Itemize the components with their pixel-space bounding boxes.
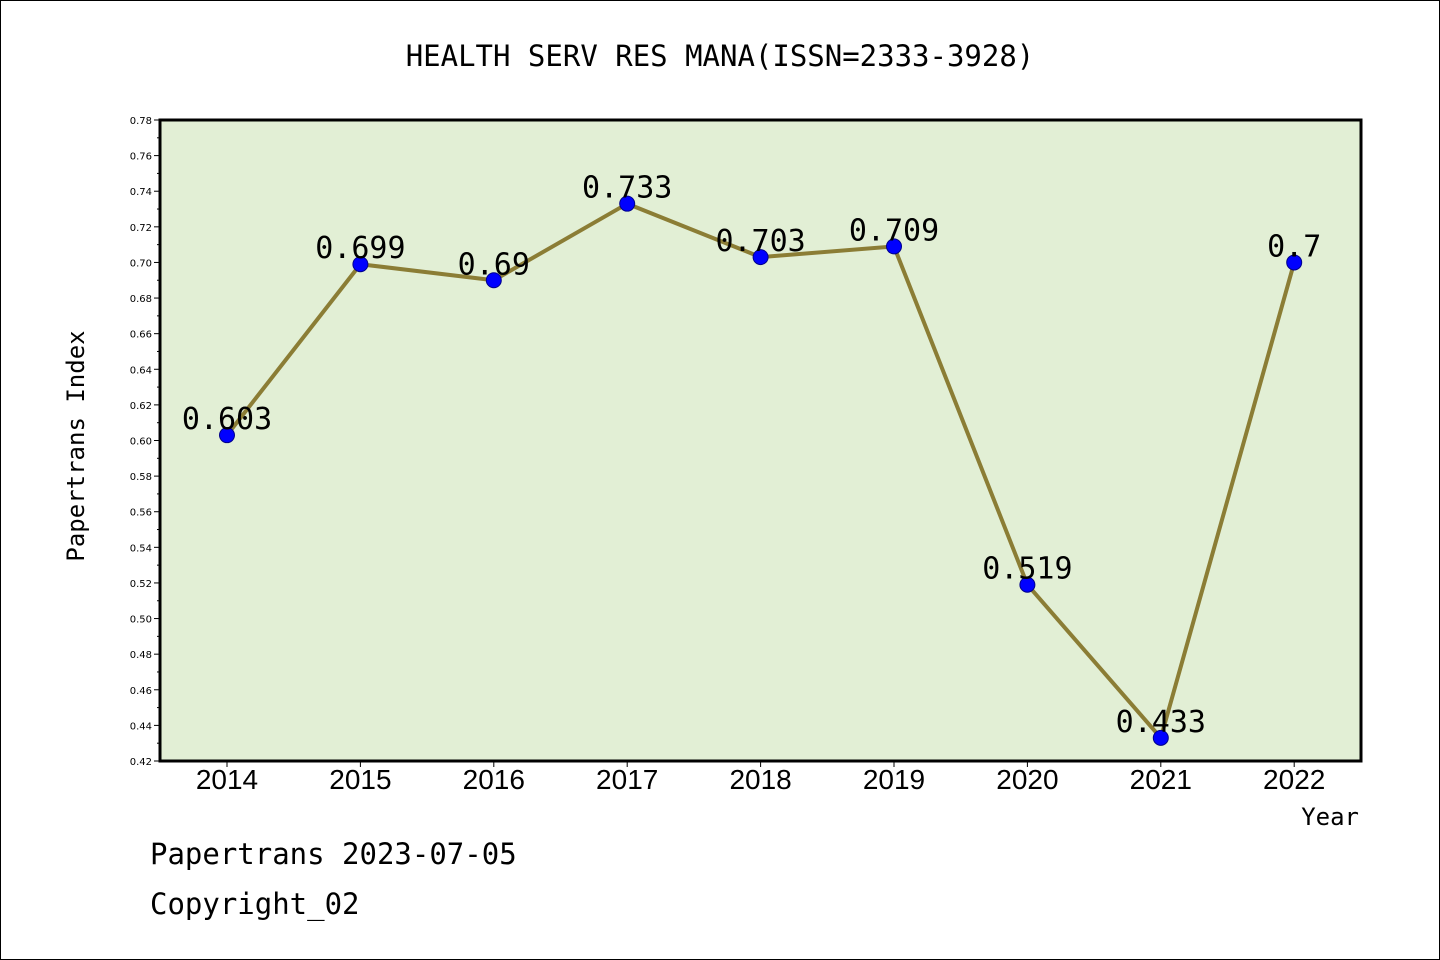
data-point <box>485 272 502 289</box>
data-label: 0.733 <box>582 171 672 206</box>
y-tick-label: 0.60 <box>130 437 152 448</box>
footer-date-line: Papertrans 2023-07-05 <box>150 837 517 871</box>
data-point <box>219 427 235 444</box>
y-axis-label: Papertrans Index <box>62 330 90 561</box>
x-tick-label: 2019 <box>863 764 925 795</box>
x-tick-label: 2021 <box>1130 764 1192 795</box>
data-point <box>886 238 902 255</box>
y-tick-label: 0.78 <box>130 116 152 127</box>
y-tick-label: 0.70 <box>130 258 152 269</box>
data-label: 0.7 <box>1267 229 1321 264</box>
y-tick-label: 0.66 <box>130 330 152 341</box>
y-tick-label: 0.54 <box>130 543 152 554</box>
y-tick-label: 0.64 <box>130 365 152 376</box>
chart-title: HEALTH SERV RES MANA(ISSN=2333-3928) <box>406 39 1035 73</box>
data-point <box>352 256 369 273</box>
x-axis-label: Year <box>1301 803 1359 831</box>
y-tick-label: 0.44 <box>130 721 152 732</box>
footer-copyright: Copyright_02 <box>150 887 360 922</box>
data-label: 0.433 <box>1116 705 1206 740</box>
y-tick-label: 0.46 <box>130 686 152 697</box>
y-axis: 0.42 0.44 0.46 0.48 0.50 0.52 0.54 0.56 0.58 0.60… <box>130 116 160 768</box>
data-point <box>619 195 636 212</box>
x-tick-label: 2018 <box>729 764 791 795</box>
x-tick-label: 2016 <box>463 764 525 795</box>
data-label: 0.69 <box>458 247 530 282</box>
y-tick-label: 0.52 <box>130 579 152 590</box>
y-tick-label: 0.68 <box>130 294 152 305</box>
y-tick-label: 0.76 <box>130 152 152 163</box>
x-axis: 2014 2015 2016 2017 2018 2019 2020 2021 2022 <box>196 761 1325 795</box>
y-tick-label: 0.58 <box>130 472 152 483</box>
data-label: 0.699 <box>315 231 405 266</box>
data-label: 0.709 <box>849 213 939 248</box>
plot-area <box>158 118 1363 763</box>
y-tick-label: 0.74 <box>130 187 152 198</box>
data-label: 0.703 <box>715 224 805 259</box>
y-tick-label: 0.48 <box>130 650 152 661</box>
y-tick-label: 0.56 <box>130 508 152 519</box>
data-label: 0.603 <box>182 402 272 437</box>
y-tick-label: 0.50 <box>130 615 152 626</box>
data-point <box>752 249 769 266</box>
x-tick-label: 2020 <box>996 764 1058 795</box>
y-tick-label: 0.72 <box>130 223 152 234</box>
data-point <box>1152 729 1169 746</box>
x-tick-label: 2022 <box>1263 764 1325 795</box>
data-series: 0.603 0.699 0.69 0.733 0.703 0.709 0.519 0.433 0… <box>182 171 1321 746</box>
x-tick-label: 2014 <box>196 764 258 795</box>
data-point <box>1019 576 1036 593</box>
x-tick-label: 2017 <box>596 764 658 795</box>
data-point <box>1286 254 1303 271</box>
y-tick-label: 0.62 <box>130 401 152 412</box>
x-tick-label: 2015 <box>329 764 391 795</box>
data-label: 0.519 <box>982 552 1072 587</box>
y-tick-label: 0.42 <box>130 757 152 768</box>
